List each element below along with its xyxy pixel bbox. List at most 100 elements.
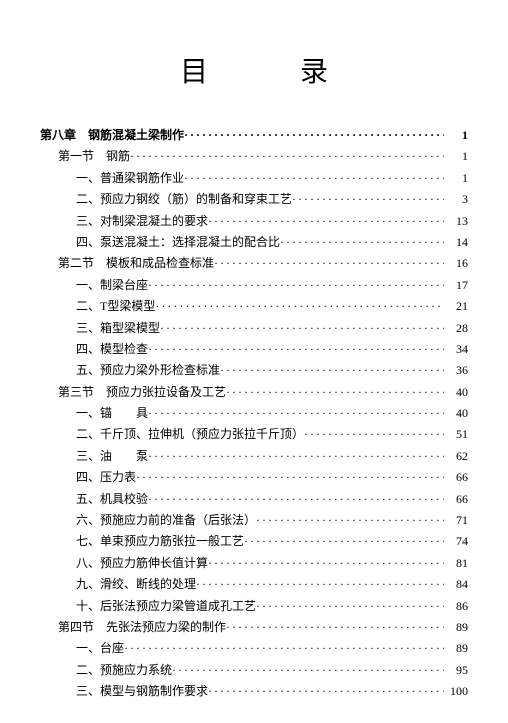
toc-page-number: 40 (444, 403, 468, 423)
toc-entry: 三、模型与钢筋制作要求 100 (40, 681, 468, 701)
toc-leader-dots (124, 638, 444, 658)
toc-entry: 三、对制梁混凝土的要求 13 (40, 211, 468, 231)
toc-leader-dots (184, 125, 444, 145)
toc-entry: 五、机具校验66 (40, 489, 468, 509)
toc-label: 一、制梁台座 (76, 275, 148, 295)
toc-label: 第三节 预应力张拉设备及工艺 (58, 382, 226, 402)
toc-page-number: 17 (444, 275, 468, 295)
toc-label: 三、模型与钢筋制作要求 (76, 681, 208, 701)
toc-leader-dots (155, 296, 444, 316)
toc-leader-dots (214, 253, 444, 273)
toc-entry: 一、制梁台座 17 (40, 275, 468, 295)
toc-page-number: 1 (444, 146, 468, 166)
toc-entry: 二、千斤顶、拉伸机（预应力张拉千斤顶） 51 (40, 424, 468, 444)
toc-label: 二、预应力钢绞（筋）的制备和穿束工艺 (76, 189, 292, 209)
toc-entry: 五、预应力梁外形检查标准36 (40, 360, 468, 380)
toc-leader-dots (148, 446, 444, 466)
toc-leader-dots (256, 510, 444, 530)
toc-entry: 二、预应力钢绞（筋）的制备和穿束工艺 3 (40, 189, 468, 209)
toc-leader-dots (292, 189, 444, 209)
toc-leader-dots (208, 553, 444, 573)
toc-label: 第四节 先张法预应力梁的制作 (58, 617, 226, 637)
toc-entry: 八、预应力筋伸长值计算81 (40, 553, 468, 573)
toc-entry: 三、油 泵 62 (40, 446, 468, 466)
toc-page-number: 51 (444, 424, 468, 444)
toc-page-number: 84 (444, 574, 468, 594)
toc-label: 第八章 钢筋混凝土梁制作 (40, 125, 184, 145)
toc-page-number: 13 (444, 211, 468, 231)
toc-leader-dots (184, 168, 444, 188)
toc-page-number: 14 (444, 232, 468, 252)
toc-entry: 四、压力表66 (40, 467, 468, 487)
toc-entry: 九、滑绞、断线的处理 84 (40, 574, 468, 594)
toc-label: 第二节 模板和成品检查标准 (58, 253, 214, 273)
toc-page-number: 28 (444, 318, 468, 338)
toc-entry: 十、后张法预应力梁管道成孔工艺 86 (40, 596, 468, 616)
toc-label: 二、T型梁模型 (76, 296, 155, 316)
toc-entry: 二、T型梁模型 21 (40, 296, 468, 316)
toc-label: 五、预应力梁外形检查标准 (76, 360, 220, 380)
toc-leader-dots (148, 339, 444, 359)
toc-leader-dots (160, 318, 444, 338)
toc-leader-dots (136, 467, 444, 487)
toc-page-number: 71 (444, 510, 468, 530)
toc-page-number: 95 (444, 660, 468, 680)
toc-leader-dots (196, 574, 444, 594)
toc-label: 四、泵送混凝土：选择混凝土的配合比 (76, 232, 280, 252)
toc-entry: 七、单束预应力筋张拉一般工艺 74 (40, 531, 468, 551)
toc-page-number: 34 (444, 339, 468, 359)
toc-entry: 第三节 预应力张拉设备及工艺 40 (40, 382, 468, 402)
toc-leader-dots (280, 232, 444, 252)
toc-entry: 第二节 模板和成品检查标准 16 (40, 253, 468, 273)
toc-page-number: 89 (444, 617, 468, 637)
toc-entry: 一、台座89 (40, 638, 468, 658)
toc-entry: 四、模型检查 34 (40, 339, 468, 359)
table-of-contents: 第八章 钢筋混凝土梁制作1第一节 钢筋1一、普通梁钢筋作业1二、预应力钢绞（筋）… (40, 125, 468, 702)
toc-entry: 一、普通梁钢筋作业 1 (40, 168, 468, 188)
toc-leader-dots (304, 424, 444, 444)
toc-leader-dots (226, 617, 444, 637)
toc-label: 一、普通梁钢筋作业 (76, 168, 184, 188)
toc-label: 二、千斤顶、拉伸机（预应力张拉千斤顶） (76, 424, 304, 444)
toc-entry: 第八章 钢筋混凝土梁制作 1 (40, 125, 468, 145)
toc-label: 十、后张法预应力梁管道成孔工艺 (76, 596, 256, 616)
toc-page-number: 86 (444, 596, 468, 616)
toc-label: 三、对制梁混凝土的要求 (76, 211, 208, 231)
toc-page-number: 3 (444, 189, 468, 209)
toc-page-number: 81 (444, 553, 468, 573)
toc-entry: 二、预施应力系统 95 (40, 660, 468, 680)
toc-leader-dots (148, 489, 444, 509)
toc-label: 一、锚 具 (76, 403, 148, 423)
toc-label: 二、预施应力系统 (76, 660, 172, 680)
toc-leader-dots (172, 660, 444, 680)
toc-leader-dots (208, 681, 444, 701)
toc-page-number: 21 (444, 296, 468, 316)
toc-label: 四、模型检查 (76, 339, 148, 359)
toc-leader-dots (130, 146, 444, 166)
toc-entry: 第一节 钢筋 1 (40, 146, 468, 166)
toc-page-number: 40 (444, 382, 468, 402)
toc-label: 三、箱型梁模型 (76, 318, 160, 338)
toc-label: 九、滑绞、断线的处理 (76, 574, 196, 594)
toc-page-number: 16 (444, 253, 468, 273)
toc-entry: 一、锚 具 40 (40, 403, 468, 423)
toc-leader-dots (148, 403, 444, 423)
toc-page-number: 62 (444, 446, 468, 466)
toc-leader-dots (256, 596, 444, 616)
toc-page-number: 1 (444, 125, 468, 145)
toc-label: 第一节 钢筋 (58, 146, 130, 166)
toc-entry: 三、箱型梁模型 28 (40, 318, 468, 338)
toc-page-number: 74 (444, 531, 468, 551)
toc-label: 七、单束预应力筋张拉一般工艺 (76, 531, 244, 551)
toc-page-number: 100 (444, 681, 468, 701)
toc-label: 三、油 泵 (76, 446, 148, 466)
toc-leader-dots (220, 360, 444, 380)
toc-entry: 第四节 先张法预应力梁的制作 89 (40, 617, 468, 637)
toc-entry: 六、预施应力前的准备（后张法）71 (40, 510, 468, 530)
toc-page-number: 1 (444, 168, 468, 188)
toc-label: 五、机具校验 (76, 489, 148, 509)
toc-entry: 四、泵送混凝土：选择混凝土的配合比 14 (40, 232, 468, 252)
toc-leader-dots (226, 382, 444, 402)
toc-label: 一、台座 (76, 638, 124, 658)
toc-leader-dots (208, 211, 444, 231)
